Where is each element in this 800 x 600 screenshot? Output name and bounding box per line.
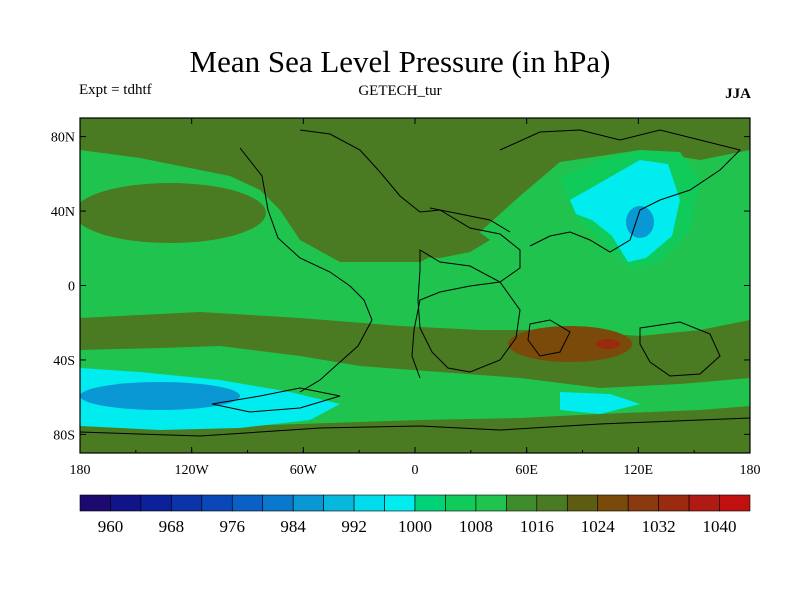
field-southern-low-core (80, 382, 240, 410)
y-tick-label: 40N (51, 205, 75, 220)
x-tick-label: 0 (412, 463, 419, 478)
experiment-label: Expt = tdhtf (79, 82, 152, 98)
colorbar-label: 960 (98, 517, 124, 536)
colorbar-label: 1040 (703, 517, 737, 536)
colorbar-swatch (201, 494, 233, 512)
colorbar-swatch (445, 494, 477, 512)
field-north-pacific-high (80, 183, 266, 243)
colorbar-swatch (79, 494, 111, 512)
x-tick-label: 180 (70, 463, 91, 478)
x-tick-label: 60W (290, 463, 318, 478)
y-tick-label: 80S (53, 428, 75, 443)
coast-eurasia (499, 129, 741, 253)
colorbar-label: 1000 (398, 517, 432, 536)
field-high-1024 (508, 326, 632, 362)
field-north-high (80, 118, 750, 262)
colorbar-swatch (171, 494, 203, 512)
coast-islands (429, 207, 511, 233)
field-antarctic-high (80, 406, 750, 453)
field-atlantic-high (290, 140, 490, 258)
colorbar-label: 968 (159, 517, 185, 536)
coast-antarctic-peninsula (211, 387, 341, 413)
colorbar-swatch (475, 494, 507, 512)
colorbar-swatch (323, 494, 355, 512)
field-high-1032 (596, 339, 620, 349)
colorbar-swatch (658, 494, 690, 512)
colorbar-swatch (719, 494, 751, 512)
colorbar-swatch (140, 494, 172, 512)
colorbar-swatch (414, 494, 446, 512)
field-indian-low (560, 392, 640, 414)
colorbar-label: 1032 (642, 517, 676, 536)
colorbar-swatch (506, 494, 538, 512)
y-tick-label: 0 (68, 280, 75, 295)
colorbar-swatch (353, 494, 385, 512)
colorbar-swatch (262, 494, 294, 512)
colorbar-swatch (566, 494, 599, 512)
coast-africa (417, 249, 521, 373)
chart-title: Mean Sea Level Pressure (in hPa) (189, 44, 611, 79)
y-tick-label: 80N (51, 131, 75, 146)
x-tick-label: 120W (175, 463, 210, 478)
coast-australia (639, 321, 721, 377)
colorbar-swatch (627, 494, 659, 512)
x-tick-label: 120E (624, 463, 654, 478)
colorbar-label: 976 (220, 517, 246, 536)
colorbar-swatch (231, 494, 264, 512)
colorbar-swatch (110, 494, 142, 512)
colorbar-label: 992 (341, 517, 367, 536)
x-tick-label: 180 (740, 463, 761, 478)
colorbar-label: 1016 (520, 517, 554, 536)
field-subtropical-high (80, 312, 750, 388)
pressure-field (80, 118, 750, 453)
coast-madagascar (527, 319, 571, 357)
colorbar-swatch (688, 494, 720, 512)
coastlines (80, 129, 750, 437)
colorbar-swatch (597, 494, 629, 512)
x-tick-label: 60E (515, 463, 538, 478)
season-label: JJA (725, 86, 751, 102)
colorbar-label: 984 (280, 517, 306, 536)
colorbar: 960 968 976 984 992 1000 1008 1016 1024 1032 1040 (79, 494, 751, 536)
coast-americas-east (299, 129, 521, 379)
y-tick-label: 40S (53, 354, 75, 369)
colorbar-label: 1024 (581, 517, 616, 536)
axis-ticks: 180 120W 60W 0 60E 120E 180 80N 40N 0 40S 80S (51, 118, 761, 478)
coast-americas-west (239, 147, 373, 393)
colorbar-label: 1008 (459, 517, 493, 536)
colorbar-swatch (292, 494, 324, 512)
coast-antarctica (80, 417, 750, 437)
colorbar-swatch (536, 494, 568, 512)
field-asian-low (570, 160, 680, 262)
dataset-label: GETECH_tur (358, 83, 442, 99)
colorbar-swatch (384, 494, 416, 512)
